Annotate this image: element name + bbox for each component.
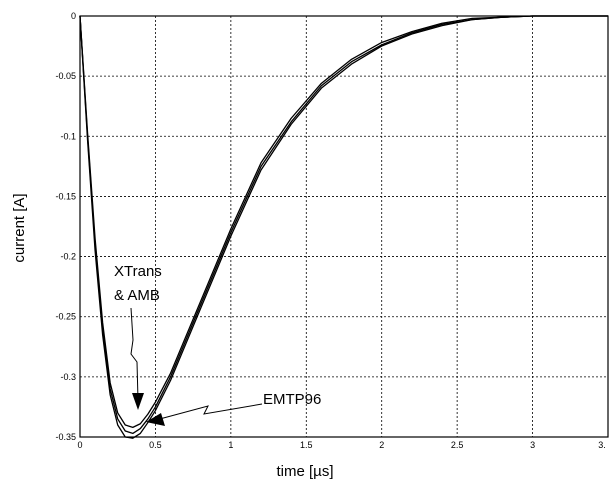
y-axis-label: current [A] — [11, 193, 28, 262]
series-line-1 — [79, 15, 608, 435]
y-tick-label: -0.2 — [60, 252, 76, 262]
annotation-xtrans-amb-line1: XTrans — [114, 263, 162, 280]
x-tick-label: 1.5 — [300, 440, 313, 450]
x-axis-label: time [µs] — [277, 463, 334, 480]
x-tick-label: 1 — [228, 440, 233, 450]
y-tick-label: -0.15 — [55, 191, 76, 201]
x-tick-label: 3. — [598, 440, 606, 450]
x-tick-label: 2.5 — [451, 440, 464, 450]
tick-labels: 0 0.5 1 1.5 2 2.5 3 3. 0 -0.05 -0.1 -0.15 -0.2 -0.25 -… — [55, 11, 605, 450]
plot-frame — [79, 15, 609, 438]
x-tick-label: 0 — [77, 440, 82, 450]
y-tick-label: -0.3 — [60, 372, 76, 382]
x-tick-label: 3 — [530, 440, 535, 450]
x-tick-label: 0.5 — [149, 440, 162, 450]
y-tick-label: -0.35 — [55, 432, 76, 442]
series-line-2 — [79, 15, 608, 429]
annotation-emtp96: EMTP96 — [263, 391, 321, 408]
annotation-arrow-emtp96 — [146, 403, 263, 426]
annotation-arrow-xtrans-amb — [130, 307, 144, 410]
annotation-xtrans-amb-line2: & AMB — [114, 287, 160, 304]
series-lines — [79, 15, 608, 439]
y-tick-label: -0.25 — [55, 312, 76, 322]
grid-lines — [80, 16, 608, 437]
series-line-3 — [79, 15, 608, 439]
y-tick-label: -0.1 — [60, 131, 76, 141]
x-tick-label: 2 — [379, 440, 384, 450]
y-tick-label: 0 — [71, 11, 76, 21]
y-tick-label: -0.05 — [55, 71, 76, 81]
